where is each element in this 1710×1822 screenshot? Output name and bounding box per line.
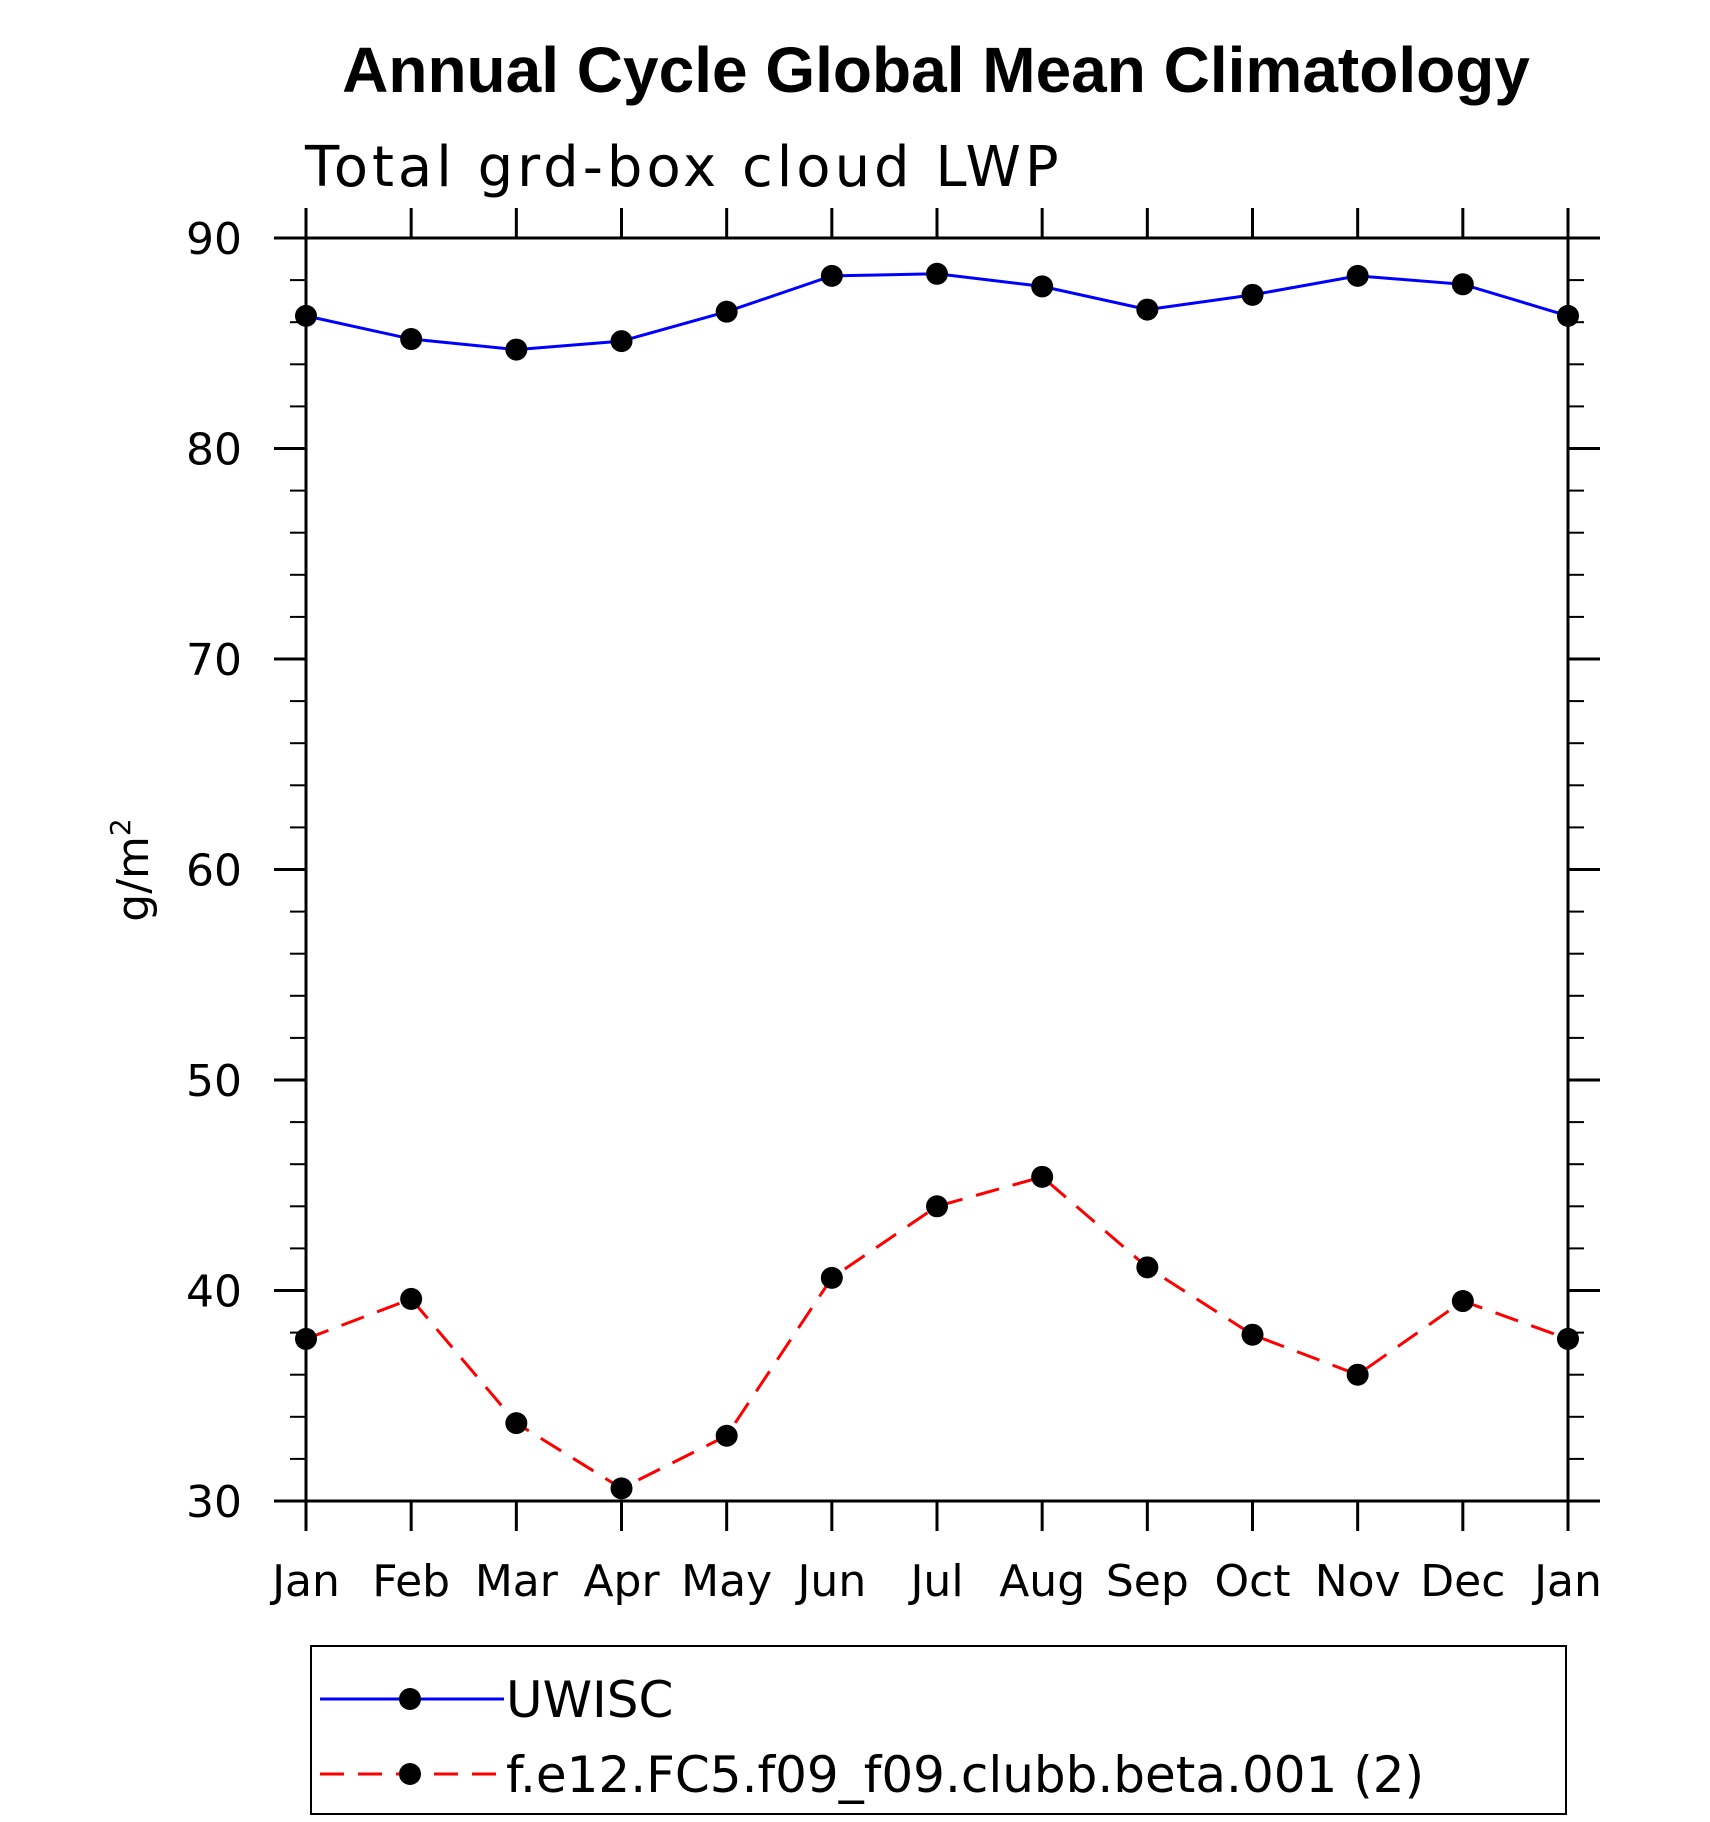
data-point [1136,1256,1159,1279]
data-point [610,330,633,353]
y-tick-label: 30 [186,1477,242,1528]
x-tick-label: Oct [1214,1556,1290,1607]
data-point [1031,275,1054,298]
data-point [610,1477,633,1500]
y-tick-label: 90 [186,214,242,265]
x-tick-label: Nov [1315,1556,1401,1607]
y-tick-label: 70 [186,635,242,686]
data-point [715,300,738,323]
series-2 [295,1165,1579,1500]
data-point [1346,264,1369,287]
legend-marker [399,1688,421,1710]
legend-box [310,1645,1567,1815]
data-point [400,328,423,351]
data-point [1031,1165,1054,1188]
x-tick-label: May [681,1556,772,1607]
series-line [305,1175,1569,1491]
legend-entry: f.e12.FC5.f09_f09.clubb.beta.001 (2) [506,1746,1424,1804]
x-tick-label: Jul [907,1556,963,1607]
y-tick-label: 50 [186,1056,242,1107]
legend-marker [399,1763,421,1785]
data-point [1241,283,1264,306]
y-tick-label: 80 [186,425,242,476]
y-axis-label-superscript: 2 [104,818,137,836]
data-point [1451,1290,1474,1313]
series-1 [295,262,1579,361]
data-point [1346,1363,1369,1386]
series-line [305,272,1569,352]
legend: UWISC f.e12.FC5.f09_f09.clubb.beta.001 (2… [310,1645,1567,1815]
x-tick-label: Dec [1420,1556,1505,1607]
x-tick-label: Jan [1531,1556,1602,1607]
axis-ticks [274,208,1600,1531]
x-tick-label: Jan [269,1556,340,1607]
data-point [400,1287,423,1310]
chart-subtitle: Total grd-box cloud LWP [304,135,1063,200]
y-tick-label: 40 [186,1267,242,1318]
data-point [1241,1323,1264,1346]
data-point [505,1412,528,1435]
x-tick-label: Apr [583,1556,660,1607]
x-tick-label: Jun [794,1556,866,1607]
tick-labels: Jan Feb Mar Apr May Jun Jul Aug Sep Oct Nov Dec Jan 3… [186,214,1602,1607]
data-point [820,264,843,287]
y-tick-label: 60 [186,846,242,897]
x-tick-label: Sep [1106,1556,1189,1607]
data-point [926,1195,948,1218]
data-point [1451,273,1474,296]
data-point [820,1266,843,1289]
x-tick-label: Aug [999,1556,1085,1607]
data-point [926,262,948,285]
data-point [505,338,528,361]
x-tick-label: Feb [372,1556,450,1607]
y-axis-label: g/m2 [104,818,159,921]
chart-title: Annual Cycle Global Mean Climatology [342,34,1530,106]
data-point [1136,298,1159,321]
plot-frame [304,236,1570,1503]
legend-entry: UWISC [506,1671,673,1729]
data-point [715,1424,738,1447]
series-layer [295,262,1579,1500]
y-axis-label-base: g/m [108,836,159,922]
x-tick-label: Mar [475,1556,559,1607]
